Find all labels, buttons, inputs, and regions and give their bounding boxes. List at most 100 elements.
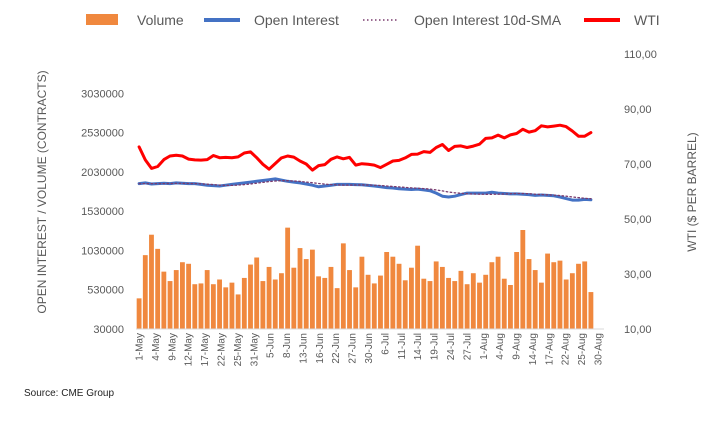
x-tick-label: 4-Aug xyxy=(495,333,506,360)
x-tick-label: 22-May xyxy=(217,333,228,366)
x-tick-label: 6-Jul xyxy=(380,333,391,355)
y-tick-label-left: 1030000 xyxy=(81,245,124,257)
volume-bar xyxy=(514,252,520,329)
y-tick-label-left: 3030000 xyxy=(81,88,124,100)
volume-bar xyxy=(569,273,575,329)
volume-bar xyxy=(359,256,365,329)
volume-bar xyxy=(155,248,161,329)
volume-bar xyxy=(285,227,291,329)
volume-bar xyxy=(526,259,532,329)
volume-bar xyxy=(365,274,371,329)
x-tick-label: 19-Jul xyxy=(430,333,441,360)
volume-bar xyxy=(458,270,464,329)
x-tick-label: 25-Aug xyxy=(577,333,588,365)
volume-bar xyxy=(353,287,359,329)
volume-bar xyxy=(421,278,427,329)
volume-bar xyxy=(409,267,414,329)
volume-bar xyxy=(235,294,241,329)
volume-bar xyxy=(563,279,569,329)
volume-bar xyxy=(260,281,266,329)
volume-bar xyxy=(266,266,272,329)
open-interest-line xyxy=(137,177,593,202)
volume-bar xyxy=(464,284,470,329)
y-tick-label-right: 30,00 xyxy=(624,269,652,281)
legend: Volume Open Interest Open Interest 10d-S… xyxy=(86,12,660,28)
volume-bar xyxy=(582,261,588,329)
x-tick-label: 25-May xyxy=(233,333,244,366)
volume-bar xyxy=(192,284,198,329)
volume-bar xyxy=(371,283,377,329)
x-ticks: 1-May 4-May 9-May 12-May 17-May 22-May 25-May 3… xyxy=(135,333,605,366)
x-tick-label: 27-Jul xyxy=(462,333,473,360)
volume-bar xyxy=(439,266,445,329)
volume-bar xyxy=(452,281,458,329)
volume-bar xyxy=(198,283,204,329)
volume-bar xyxy=(142,255,148,329)
volume-bar xyxy=(291,267,297,329)
volume-bar xyxy=(390,256,396,329)
volume-bar xyxy=(229,282,235,329)
volume-bar xyxy=(446,277,451,329)
x-tick-label: 1-May xyxy=(135,333,146,361)
x-tick-label: 14-Jul xyxy=(413,333,424,360)
y-tick-label-right: 10,00 xyxy=(624,324,652,336)
wti-line xyxy=(137,123,593,172)
x-tick-label: 30-Aug xyxy=(594,333,605,365)
volume-bar xyxy=(588,292,594,329)
volume-bar xyxy=(402,280,408,329)
volume-bar xyxy=(495,256,501,329)
volume-bar xyxy=(483,274,489,329)
volume-bar xyxy=(316,276,321,329)
volume-bar xyxy=(396,263,402,329)
y-tick-label-left: 30000 xyxy=(93,324,124,336)
volume-bar xyxy=(217,279,222,329)
y-tick-label-left: 530000 xyxy=(87,285,124,297)
volume-bar xyxy=(297,248,303,329)
legend-label-oi-sma: Open Interest 10d-SMA xyxy=(414,12,562,28)
volume-bars xyxy=(136,227,594,329)
legend-label-volume: Volume xyxy=(137,12,184,28)
legend-label-open-interest: Open Interest xyxy=(254,12,339,28)
volume-bar xyxy=(180,262,185,329)
volume-bar xyxy=(520,230,526,329)
x-tick-label: 14-Aug xyxy=(528,333,539,365)
volume-bar xyxy=(340,243,346,329)
volume-bar xyxy=(501,278,507,329)
volume-bar xyxy=(173,270,179,329)
x-tick-label: 4-May xyxy=(151,333,162,361)
y-ticks-right: 110,00 90,00 70,00 50,00 30,00 10,00 xyxy=(624,49,657,336)
x-tick-label: 22-Aug xyxy=(561,333,572,365)
legend-swatch-volume xyxy=(86,14,118,25)
volume-bar xyxy=(322,277,328,329)
x-tick-label: 30-Jun xyxy=(364,333,375,364)
volume-bar xyxy=(538,282,544,329)
y-ticks-left: 3030000 2530000 2030000 1530000 1030000 53000… xyxy=(81,88,124,336)
volume-bar xyxy=(477,282,482,329)
x-tick-label: 31-May xyxy=(249,333,260,366)
x-tick-label: 12-May xyxy=(184,333,195,366)
volume-bar xyxy=(279,273,284,329)
x-tick-label: 1-Aug xyxy=(479,333,490,360)
y-axis-title-left: OPEN INTEREST / VOLUME (CONTRACTS) xyxy=(35,70,49,313)
volume-bar xyxy=(557,260,563,329)
volume-bar xyxy=(334,288,340,329)
x-tick-label: 5-Jun xyxy=(266,333,277,358)
open-interest-sma-line xyxy=(138,180,592,200)
y-tick-label-right: 70,00 xyxy=(624,159,652,171)
x-tick-label: 9-Aug xyxy=(512,333,523,360)
volume-bar xyxy=(328,266,334,329)
volume-bar xyxy=(161,271,167,329)
volume-bar xyxy=(309,249,315,329)
volume-bar xyxy=(272,279,278,329)
x-tick-label: 22-Jun xyxy=(331,333,342,364)
volume-bar xyxy=(136,298,142,329)
series-lines xyxy=(137,123,593,202)
y-tick-label-right: 110,00 xyxy=(624,49,657,61)
volume-bar xyxy=(532,270,538,329)
volume-bar xyxy=(186,263,192,329)
volume-bar xyxy=(470,273,476,329)
volume-bar xyxy=(378,275,383,329)
volume-bar xyxy=(551,262,557,329)
x-tick-label: 8-Jun xyxy=(282,333,293,358)
